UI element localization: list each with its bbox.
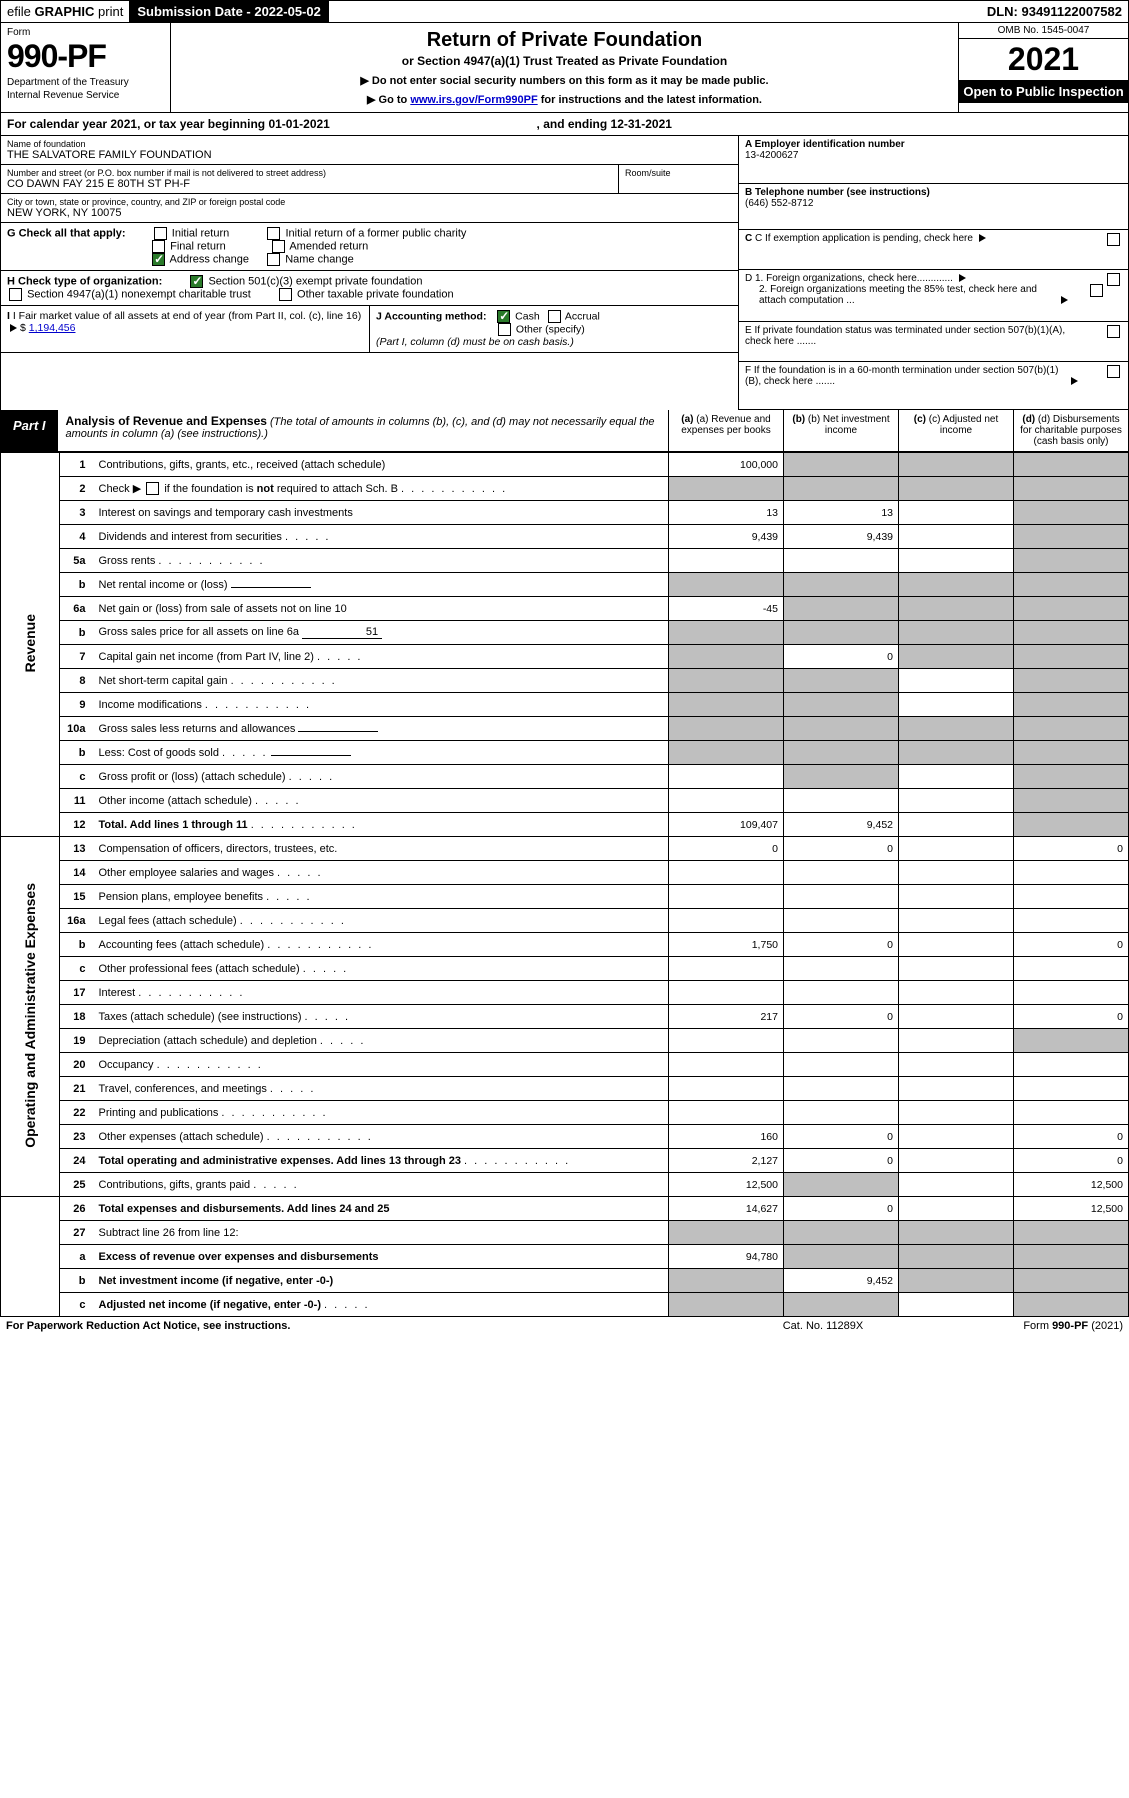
col-d: (d) (d) Disbursements for charitable pur… [1013, 410, 1128, 451]
foundation-name: THE SALVATORE FAMILY FOUNDATION [7, 149, 732, 161]
address: CO DAWN FAY 215 E 80TH ST PH-F [7, 178, 612, 190]
col-c: (c) (c) Adjusted net income [898, 410, 1013, 451]
part1-table: Revenue 1Contributions, gifts, grants, e… [0, 452, 1129, 1317]
fmv-value[interactable]: 1,194,456 [29, 322, 76, 334]
chk-initial[interactable] [154, 227, 167, 240]
note-ssn: ▶ Do not enter social security numbers o… [177, 74, 952, 87]
info-block: Name of foundation THE SALVATORE FAMILY … [0, 136, 1129, 410]
form-ref: Form 990-PF (2021) [923, 1320, 1123, 1332]
section-i: I I Fair market value of all assets at e… [1, 306, 369, 352]
chk-d2[interactable] [1090, 284, 1103, 297]
form-label: Form [7, 27, 164, 38]
part1-header: Part I Analysis of Revenue and Expenses … [0, 410, 1129, 452]
f-label: F If the foundation is in a 60-month ter… [745, 365, 1065, 387]
part1-label: Part I [1, 410, 58, 451]
open-inspection: Open to Public Inspection [959, 80, 1128, 103]
d1-label: D 1. Foreign organizations, check here..… [745, 273, 953, 284]
dept: Department of the Treasury [7, 77, 164, 88]
footer: For Paperwork Reduction Act Notice, see … [0, 1317, 1129, 1335]
cat-no: Cat. No. 11289X [723, 1320, 923, 1332]
phone: (646) 552-8712 [745, 198, 813, 209]
chk-amended[interactable] [272, 240, 285, 253]
efile-label: efile GRAPHIC print [1, 2, 129, 21]
form-subtitle: or Section 4947(a)(1) Trust Treated as P… [177, 54, 952, 68]
city: NEW YORK, NY 10075 [7, 207, 732, 219]
d2-label: 2. Foreign organizations meeting the 85%… [745, 284, 1055, 306]
section-j: J Accounting method: Cash Accrual Other … [369, 306, 738, 352]
form-header: Form 990-PF Department of the Treasury I… [0, 23, 1129, 113]
submission-date: Submission Date - 2022-05-02 [129, 1, 329, 22]
chk-schb[interactable] [146, 482, 159, 495]
chk-4947[interactable] [9, 288, 22, 301]
form-link[interactable]: www.irs.gov/Form990PF [410, 94, 537, 106]
chk-initial-former[interactable] [267, 227, 280, 240]
dln: DLN: 93491122007582 [981, 2, 1128, 21]
chk-f[interactable] [1107, 365, 1120, 378]
calendar-year-line: For calendar year 2021, or tax year begi… [0, 113, 1129, 136]
col-a: (a) (a) Revenue and expenses per books [668, 410, 783, 451]
chk-e[interactable] [1107, 325, 1120, 338]
section-h: H Check type of organization: Section 50… [1, 271, 738, 306]
name-label: Name of foundation [7, 139, 732, 149]
form-number: 990-PF [7, 38, 164, 75]
chk-cash[interactable] [497, 310, 510, 323]
city-label: City or town, state or province, country… [7, 197, 732, 207]
section-g: G Check all that apply: Initial return I… [1, 223, 738, 271]
col-b: (b) (b) Net investment income [783, 410, 898, 451]
side-revenue: Revenue [22, 614, 38, 672]
side-expenses: Operating and Administrative Expenses [22, 883, 38, 1148]
chk-d1[interactable] [1107, 273, 1120, 286]
e-label: E If private foundation status was termi… [745, 325, 1075, 347]
room-label: Room/suite [625, 168, 732, 178]
note-link: ▶ Go to www.irs.gov/Form990PF for instru… [177, 93, 952, 106]
tax-year: 2021 [959, 39, 1128, 80]
paperwork-notice: For Paperwork Reduction Act Notice, see … [6, 1320, 723, 1332]
chk-501c3[interactable] [190, 275, 203, 288]
topbar: efile GRAPHIC print Submission Date - 20… [0, 0, 1129, 23]
chk-c[interactable] [1107, 233, 1120, 246]
chk-other-taxable[interactable] [279, 288, 292, 301]
ein: 13-4200627 [745, 150, 798, 161]
chk-address-change[interactable] [152, 253, 165, 266]
chk-accrual[interactable] [548, 310, 561, 323]
c-label: C If exemption application is pending, c… [755, 233, 973, 244]
a-label: A Employer identification number [745, 139, 905, 150]
irs: Internal Revenue Service [7, 90, 164, 101]
chk-other-method[interactable] [498, 323, 511, 336]
form-title: Return of Private Foundation [177, 29, 952, 52]
b-label: B Telephone number (see instructions) [745, 187, 930, 198]
omb: OMB No. 1545-0047 [959, 23, 1128, 39]
addr-label: Number and street (or P.O. box number if… [7, 168, 612, 178]
chk-name-change[interactable] [267, 253, 280, 266]
